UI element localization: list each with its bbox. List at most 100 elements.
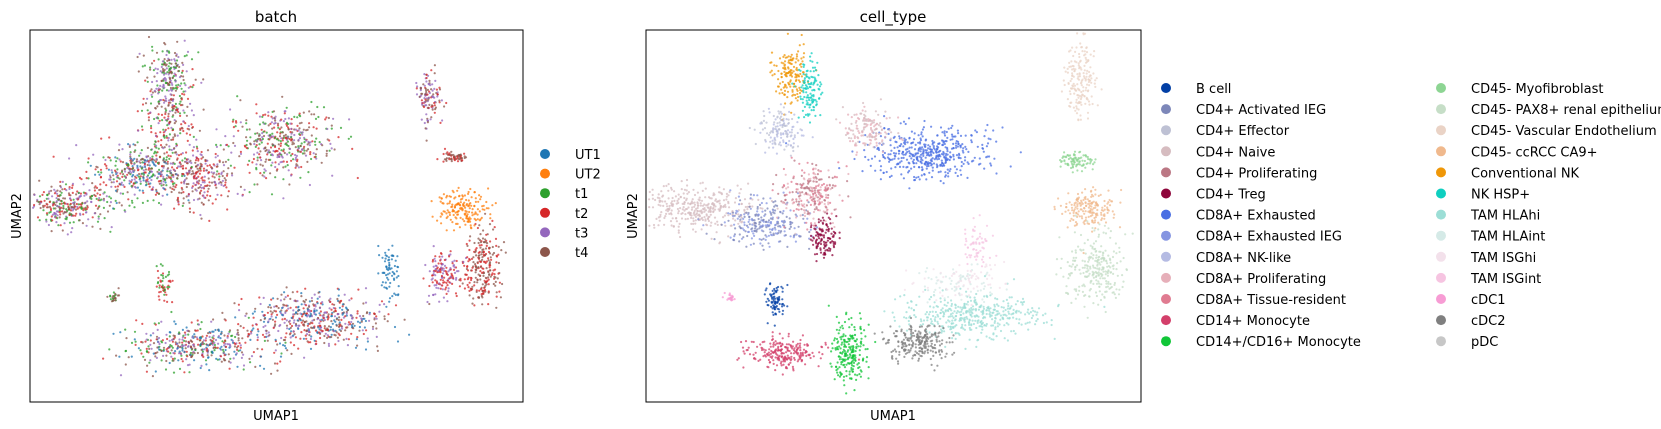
scatter-point — [273, 362, 277, 365]
scatter-point — [155, 154, 158, 157]
scatter-point — [144, 168, 147, 171]
scatter-point — [181, 188, 184, 191]
scatter-point — [239, 152, 243, 155]
scatter-point — [713, 208, 717, 211]
scatter-point — [487, 187, 490, 190]
scatter-point — [671, 203, 674, 206]
scatter-point — [289, 322, 292, 325]
scatter-point — [261, 115, 264, 118]
scatter-point — [805, 221, 808, 224]
scatter-point — [110, 185, 113, 188]
legend-label: t4 — [575, 246, 588, 261]
scatter-point — [150, 127, 153, 130]
scatter-point — [213, 176, 216, 179]
scatter-point — [364, 319, 367, 323]
scatter-point — [818, 189, 821, 192]
scatter-points-cell-type — [648, 32, 1134, 395]
scatter-point — [435, 283, 438, 287]
scatter-point — [272, 297, 275, 300]
scatter-point — [214, 152, 217, 156]
scatter-point — [782, 86, 785, 89]
scatter-point — [425, 113, 428, 116]
scatter-point — [161, 165, 164, 168]
scatter-point — [180, 357, 183, 361]
scatter-point — [181, 174, 184, 178]
scatter-point — [165, 177, 168, 180]
scatter-point — [470, 227, 473, 230]
scatter-point — [163, 63, 166, 66]
scatter-point — [683, 209, 686, 212]
scatter-point — [269, 172, 272, 175]
scatter-point — [239, 185, 242, 188]
scatter-point — [296, 116, 299, 119]
scatter-point — [791, 202, 794, 205]
scatter-point — [169, 186, 172, 189]
scatter-point — [734, 227, 737, 230]
scatter-point — [95, 186, 99, 189]
scatter-point — [291, 152, 294, 156]
scatter-point — [147, 35, 151, 39]
scatter-point — [262, 130, 265, 133]
scatter-point — [156, 84, 159, 87]
scatter-point — [151, 45, 154, 48]
legend-label: t3 — [575, 226, 588, 241]
scatter-point — [475, 269, 478, 272]
scatter-point — [293, 333, 296, 336]
scatter-point — [790, 180, 793, 183]
scatter-point — [358, 329, 361, 332]
scatter-point — [267, 111, 270, 114]
scatter-point — [257, 147, 260, 150]
scatter-point — [709, 210, 712, 214]
scatter-point — [455, 222, 458, 225]
scatter-point — [211, 175, 214, 178]
scatter-point — [202, 78, 205, 81]
scatter-point — [116, 188, 119, 191]
scatter-point — [385, 287, 389, 290]
scatter-point — [780, 220, 784, 223]
scatter-point — [176, 134, 179, 137]
scatter-point — [483, 289, 486, 292]
scatter-point — [87, 218, 90, 221]
scatter-point — [327, 344, 331, 347]
scatter-point — [166, 160, 169, 163]
scatter-point — [139, 165, 142, 168]
scatter-point — [151, 175, 154, 178]
scatter-point — [194, 172, 197, 175]
scatter-point — [234, 316, 237, 319]
scatter-point — [47, 192, 51, 195]
scatter-point — [168, 67, 171, 71]
scatter-point — [460, 157, 463, 160]
scatter-point — [262, 320, 266, 323]
scatter-point — [769, 136, 772, 139]
scatter-point — [785, 187, 788, 190]
scatter-point — [208, 369, 211, 372]
scatter-point — [802, 209, 806, 212]
scatter-point — [762, 218, 765, 221]
scatter-point — [712, 206, 715, 209]
scatter-point — [687, 202, 690, 205]
scatter-point — [164, 79, 167, 82]
scatter-point — [320, 329, 323, 332]
scatter-point — [225, 174, 229, 177]
scatter-point — [692, 222, 695, 225]
scatter-point — [50, 185, 53, 188]
scatter-point — [286, 349, 289, 352]
scatter-point — [340, 318, 343, 321]
scatter-point — [715, 231, 718, 234]
scatter-point — [467, 205, 470, 208]
scatter-point — [213, 343, 216, 347]
scatter-point — [694, 215, 698, 218]
scatter-point — [259, 156, 262, 159]
scatter-point — [303, 310, 306, 313]
scatter-point — [110, 226, 113, 229]
scatter-point — [473, 205, 476, 208]
scatter-point — [338, 323, 341, 326]
scatter-point — [808, 98, 811, 102]
scatter-point — [845, 165, 848, 168]
scatter-point — [465, 203, 469, 206]
scatter-point — [224, 181, 227, 184]
scatter-point — [308, 122, 311, 125]
scatter-point — [324, 118, 327, 121]
scatter-point — [201, 156, 205, 159]
scatter-point — [167, 82, 170, 86]
